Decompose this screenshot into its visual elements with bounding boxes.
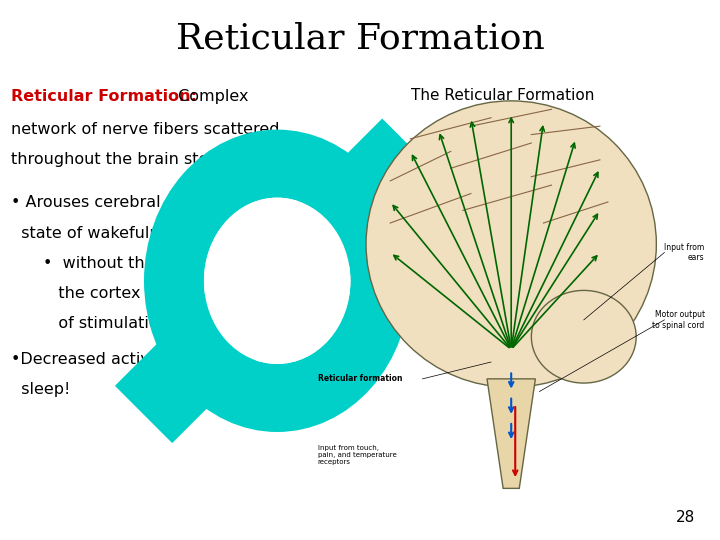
Ellipse shape [204,198,351,364]
Text: Input from touch,
pain, and temperature
receptors: Input from touch, pain, and temperature … [318,444,397,465]
Polygon shape [487,379,536,488]
Text: Input from
ears: Input from ears [665,243,705,262]
Ellipse shape [366,101,657,387]
Text: Reticular Formation: Reticular Formation [176,22,544,56]
Text: 28: 28 [675,510,695,525]
Text: Reticular formation: Reticular formation [318,374,402,383]
Text: Reticular Formation:: Reticular Formation: [11,89,197,104]
Text: network of nerve fibers scattered: network of nerve fibers scattered [11,122,279,137]
Text: of stimulation: of stimulation [43,316,169,332]
Text: the cortex remains in a state: the cortex remains in a state [43,286,291,301]
Text: sleep!: sleep! [11,382,70,397]
Polygon shape [115,118,439,443]
Text: Complex: Complex [173,89,248,104]
Text: throughout the brain stem: throughout the brain stem [11,152,224,167]
Text: The Reticular Formation: The Reticular Formation [411,88,595,103]
Text: state of wakefulness: state of wakefulness [11,226,186,241]
Ellipse shape [531,291,636,383]
Text: • Arouses cerebral cortex to a: • Arouses cerebral cortex to a [11,195,252,211]
Text: Motor output
to spinal cord: Motor output to spinal cord [652,310,705,329]
Text: •  without this stimulation,: • without this stimulation, [43,256,258,271]
Ellipse shape [204,198,351,364]
Text: •Decreased activity leads to: •Decreased activity leads to [11,352,239,367]
Ellipse shape [144,130,410,432]
